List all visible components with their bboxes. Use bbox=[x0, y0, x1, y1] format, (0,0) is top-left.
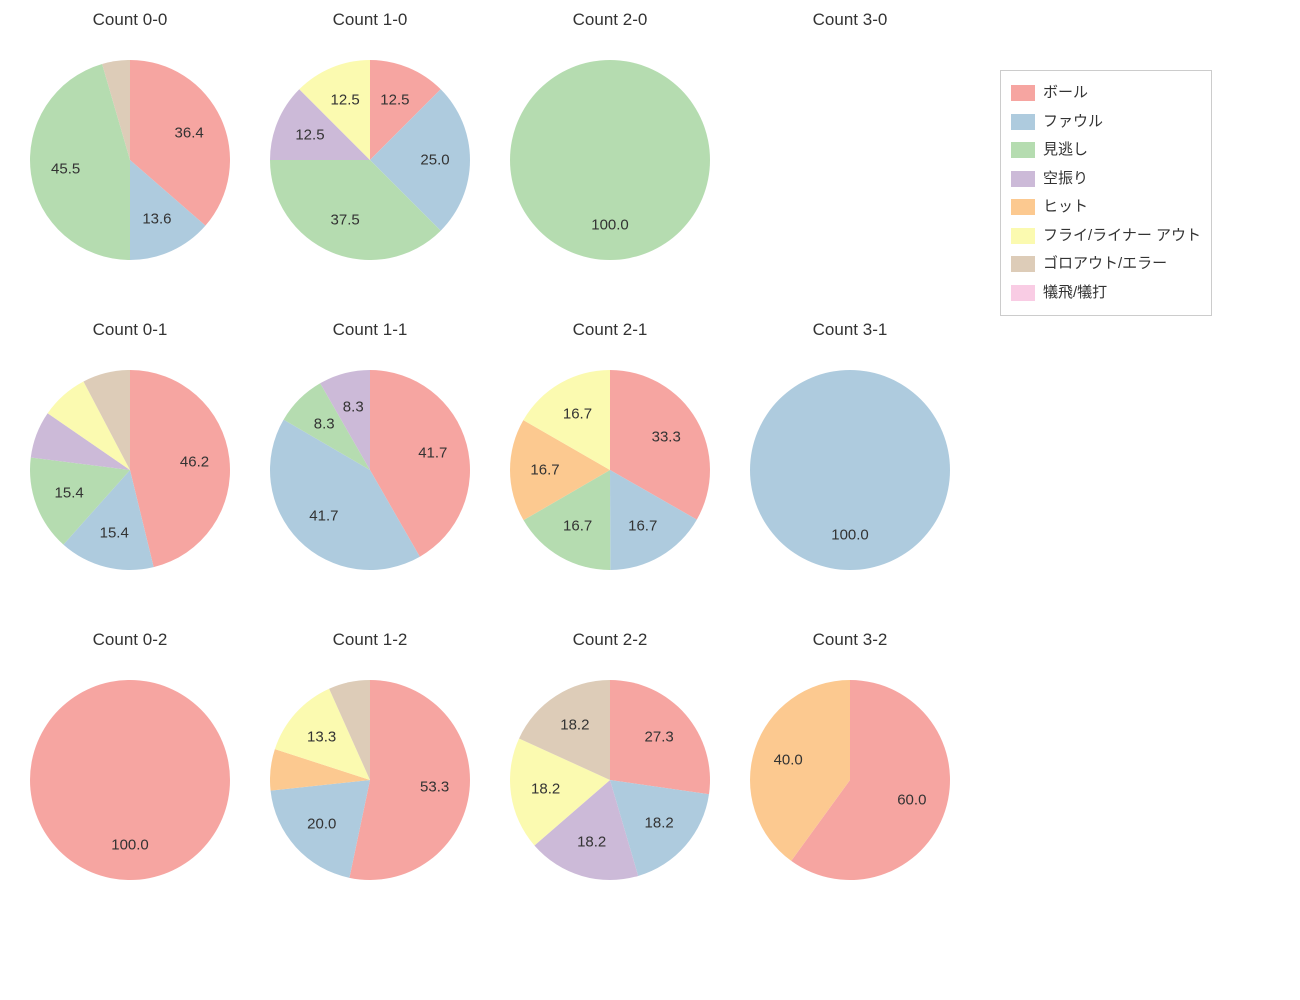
slice-label: 18.2 bbox=[645, 814, 674, 831]
legend-item: フライ/ライナー アウト bbox=[1011, 222, 1201, 251]
slice-label: 18.2 bbox=[560, 717, 589, 734]
legend-item: ファウル bbox=[1011, 108, 1201, 137]
pie-panel-c02: Count 0-2 100.0 bbox=[10, 630, 250, 930]
pie-chart: 100.0 bbox=[30, 680, 230, 880]
slice-label: 12.5 bbox=[331, 91, 360, 108]
legend-item: ボール bbox=[1011, 79, 1201, 108]
pie-panel-c30: Count 3-0 bbox=[730, 10, 970, 310]
pie-panel-c22: Count 2-2 27.3 18.2 18.2 18.2 18.2 bbox=[490, 630, 730, 930]
legend-label: ヒット bbox=[1043, 193, 1088, 222]
pie-panel-c10: Count 1-0 12.5 25.0 37.5 12.5 12.5 bbox=[250, 10, 490, 310]
panel-title: Count 0-2 bbox=[10, 630, 250, 650]
legend-label: ファウル bbox=[1043, 108, 1103, 137]
legend-swatch bbox=[1011, 114, 1035, 130]
slice-label: 53.3 bbox=[420, 778, 449, 795]
legend-label: ゴロアウト/エラー bbox=[1043, 250, 1167, 279]
slice-label: 15.4 bbox=[55, 484, 84, 501]
legend-swatch bbox=[1011, 256, 1035, 272]
pie-panel-c00: Count 0-0 36.4 13.6 45.5 bbox=[10, 10, 250, 310]
slice-label: 8.3 bbox=[314, 415, 335, 432]
pie-chart: 100.0 bbox=[510, 60, 710, 260]
legend-item: ゴロアウト/エラー bbox=[1011, 250, 1201, 279]
slice-label: 15.4 bbox=[100, 525, 129, 542]
legend-swatch bbox=[1011, 85, 1035, 101]
panel-title: Count 2-1 bbox=[490, 320, 730, 340]
legend-swatch bbox=[1011, 228, 1035, 244]
legend-item: ヒット bbox=[1011, 193, 1201, 222]
pie-chart: 46.2 15.4 15.4 bbox=[30, 370, 230, 570]
pie-panel-c11: Count 1-1 41.7 41.7 8.3 8.3 bbox=[250, 320, 490, 620]
slice-label: 100.0 bbox=[591, 217, 629, 234]
legend-item: 犠飛/犠打 bbox=[1011, 279, 1201, 308]
slice-label: 41.7 bbox=[309, 507, 338, 524]
slice-label: 25.0 bbox=[420, 152, 449, 169]
slice-label: 37.5 bbox=[331, 212, 360, 229]
slice-label: 16.7 bbox=[563, 518, 592, 535]
legend-label: フライ/ライナー アウト bbox=[1043, 222, 1201, 251]
slice-label: 18.2 bbox=[577, 834, 606, 851]
legend-item: 見逃し bbox=[1011, 136, 1201, 165]
legend-swatch bbox=[1011, 171, 1035, 187]
panel-title: Count 1-0 bbox=[250, 10, 490, 30]
legend-swatch bbox=[1011, 142, 1035, 158]
pie-chart bbox=[750, 60, 950, 260]
panel-title: Count 0-0 bbox=[10, 10, 250, 30]
panel-title: Count 1-1 bbox=[250, 320, 490, 340]
panel-title: Count 3-1 bbox=[730, 320, 970, 340]
slice-label: 16.7 bbox=[563, 405, 592, 422]
pie-panel-c20: Count 2-0 100.0 bbox=[490, 10, 730, 310]
slice-label: 33.3 bbox=[652, 429, 681, 446]
chart-grid: Count 0-0 36.4 13.6 45.5 Count 1-0 12.5 25.0 37… bbox=[0, 0, 1300, 1000]
pie-chart: 33.3 16.7 16.7 16.7 16.7 bbox=[510, 370, 710, 570]
panel-title: Count 2-2 bbox=[490, 630, 730, 650]
legend-label: 空振り bbox=[1043, 165, 1088, 194]
panel-title: Count 0-1 bbox=[10, 320, 250, 340]
slice-label: 18.2 bbox=[531, 781, 560, 798]
pie-panel-c31: Count 3-1 100.0 bbox=[730, 320, 970, 620]
slice-label: 100.0 bbox=[831, 527, 869, 544]
panel-title: Count 2-0 bbox=[490, 10, 730, 30]
pie-panel-c21: Count 2-1 33.3 16.7 16.7 16.7 16.7 bbox=[490, 320, 730, 620]
slice-label: 8.3 bbox=[343, 399, 364, 416]
pie-panel-c12: Count 1-2 53.3 20.0 13.3 bbox=[250, 630, 490, 930]
legend-item: 空振り bbox=[1011, 165, 1201, 194]
legend-swatch bbox=[1011, 199, 1035, 215]
slice-label: 100.0 bbox=[111, 837, 149, 854]
pie-panel-c01: Count 0-1 46.2 15.4 15.4 bbox=[10, 320, 250, 620]
panel-title: Count 3-2 bbox=[730, 630, 970, 650]
panel-title: Count 1-2 bbox=[250, 630, 490, 650]
pie-chart: 12.5 25.0 37.5 12.5 12.5 bbox=[270, 60, 470, 260]
slice-label: 20.0 bbox=[307, 815, 336, 832]
slice-label: 16.7 bbox=[628, 518, 657, 535]
slice-label: 40.0 bbox=[774, 751, 803, 768]
slice-label: 60.0 bbox=[897, 792, 926, 809]
slice-label: 27.3 bbox=[645, 729, 674, 746]
pie-chart: 60.0 40.0 bbox=[750, 680, 950, 880]
pie-chart: 53.3 20.0 13.3 bbox=[270, 680, 470, 880]
slice-label: 45.5 bbox=[51, 161, 80, 178]
pie-chart: 100.0 bbox=[750, 370, 950, 570]
pie-chart: 41.7 41.7 8.3 8.3 bbox=[270, 370, 470, 570]
slice-label: 12.5 bbox=[295, 127, 324, 144]
panel-title: Count 3-0 bbox=[730, 10, 970, 30]
legend-label: 犠飛/犠打 bbox=[1043, 279, 1107, 308]
pie-chart: 36.4 13.6 45.5 bbox=[30, 60, 230, 260]
slice-label: 16.7 bbox=[530, 462, 559, 479]
slice-label: 13.3 bbox=[307, 728, 336, 745]
pie-chart: 27.3 18.2 18.2 18.2 18.2 bbox=[510, 680, 710, 880]
slice-label: 46.2 bbox=[180, 454, 209, 471]
slice-label: 13.6 bbox=[142, 211, 171, 228]
slice-label: 36.4 bbox=[175, 125, 204, 142]
slice-label: 12.5 bbox=[380, 91, 409, 108]
legend-label: ボール bbox=[1043, 79, 1088, 108]
legend-label: 見逃し bbox=[1043, 136, 1088, 165]
pie-panel-c32: Count 3-2 60.0 40.0 bbox=[730, 630, 970, 930]
legend-swatch bbox=[1011, 285, 1035, 301]
legend: ボールファウル見逃し空振りヒットフライ/ライナー アウトゴロアウト/エラー犠飛/… bbox=[1000, 70, 1212, 316]
slice-label: 41.7 bbox=[418, 445, 447, 462]
